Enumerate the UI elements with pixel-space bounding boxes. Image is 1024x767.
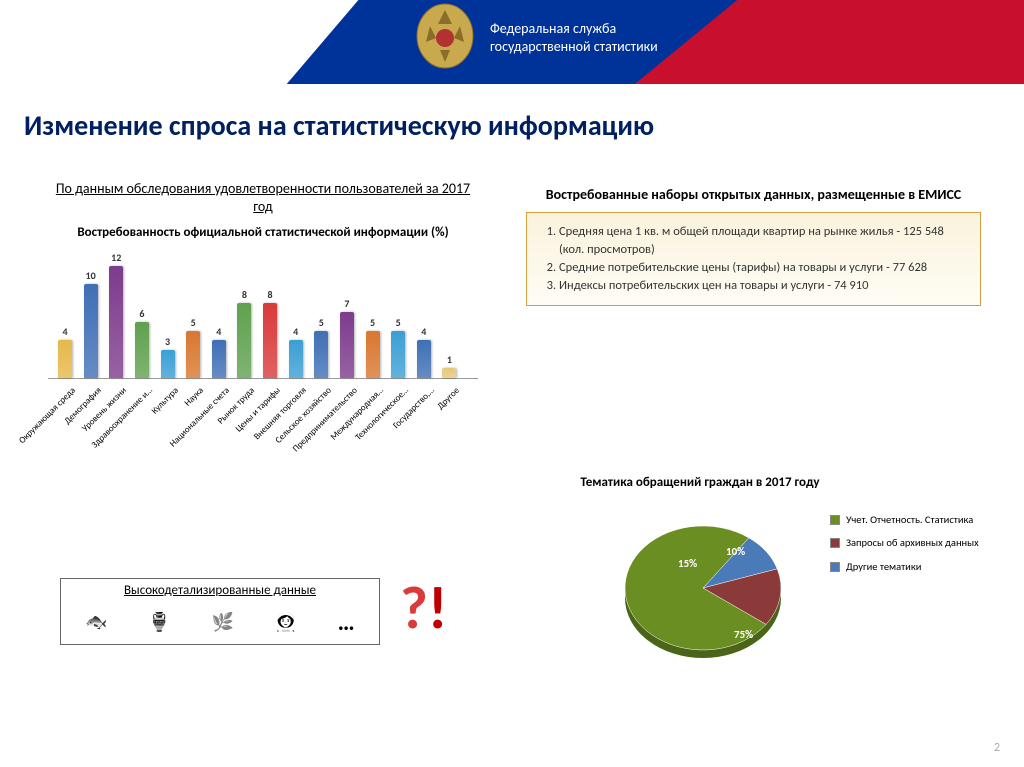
bar	[442, 368, 456, 377]
legend-item: Учет. Отчетность. Статистика	[830, 513, 980, 526]
bar	[135, 322, 149, 378]
header: Федеральная служба государственной стати…	[0, 0, 1024, 84]
header-org-name: Федеральная служба государственной стати…	[490, 20, 658, 56]
bar	[366, 331, 380, 378]
bar-value-label: 8	[232, 288, 256, 301]
bar-value-label: 4	[207, 325, 231, 338]
bar-value-label: 3	[156, 335, 180, 348]
legend-item: Запросы об архивных данных	[830, 536, 980, 549]
bar-chart-title: Востребованность официальной статистичес…	[48, 225, 478, 241]
pie-slice-label: 10%	[726, 545, 745, 558]
pie-chart-wrap: Учет. Отчетность. Статистика Запросы об а…	[540, 503, 1000, 683]
bar-value-label: 5	[181, 316, 205, 329]
bar-value-label: 4	[412, 325, 436, 338]
page-number: 2	[994, 741, 1000, 755]
bar-chart-area: 4Окружающая среда10Демография12Уровень ж…	[48, 249, 478, 379]
bar	[314, 331, 328, 378]
legend-label: Запросы об архивных данных	[846, 536, 979, 549]
bar-value-label: 10	[79, 269, 103, 282]
legend-label: Другие тематики	[846, 560, 921, 573]
info-box-item: Средняя цена 1 кв. м общей площади кварт…	[559, 223, 966, 259]
bar-value-label: 6	[130, 307, 154, 320]
detail-icon: 🌿	[211, 611, 233, 633]
bar	[289, 340, 303, 377]
detail-box-title: Высокодетализированные данные	[65, 583, 375, 598]
bar-value-label: 5	[309, 316, 333, 329]
emblem-icon	[410, 0, 480, 78]
bar	[84, 284, 98, 377]
pie-chart-title: Тематика обращений граждан в 2017 году	[540, 475, 860, 491]
bar-value-label: 5	[361, 316, 385, 329]
header-line2: государственной статистики	[490, 38, 658, 56]
detail-box: Высокодетализированные данные 🐟 🏺 🌿 👩‍🚀 …	[60, 578, 380, 645]
exclaim-mark-icon: !	[428, 572, 448, 645]
pie-section: Тематика обращений граждан в 2017 году У…	[540, 475, 1000, 683]
bar-value-label: 7	[335, 297, 359, 310]
legend-swatch	[830, 538, 840, 548]
page-title: Изменение спроса на статистическую инфор…	[24, 108, 1000, 143]
pie-slice-label: 75%	[734, 628, 753, 641]
bar	[161, 350, 175, 378]
bar-value-label: 5	[386, 316, 410, 329]
bar	[263, 303, 277, 378]
bar-value-label: 8	[258, 288, 282, 301]
question-mark-icon: ?	[400, 572, 428, 645]
detail-icon: 🏺	[148, 611, 170, 633]
pie-chart	[618, 503, 788, 673]
info-box-list: Средняя цена 1 кв. м общей площади кварт…	[559, 223, 966, 296]
header-line1: Федеральная служба	[490, 20, 658, 38]
bar	[391, 331, 405, 378]
detail-icon: …	[338, 608, 355, 637]
detail-icon: 🐟	[85, 611, 107, 633]
bar	[212, 340, 226, 377]
info-box-item: Индексы потребительских цен на товары и …	[559, 277, 966, 295]
pie-slice-label: 15%	[678, 557, 697, 570]
bar	[417, 340, 431, 377]
legend-swatch	[830, 562, 840, 572]
bar	[58, 340, 72, 377]
bar	[186, 331, 200, 378]
bar-value-label: 1	[437, 353, 461, 366]
legend-label: Учет. Отчетность. Статистика	[846, 513, 973, 526]
bar-value-label: 12	[104, 251, 128, 264]
legend-item: Другие тематики	[830, 560, 980, 573]
info-box-item: Средние потребительские цены (тарифы) на…	[559, 259, 966, 277]
bar	[109, 266, 123, 378]
left-subtitle: По данным обследования удовлетворенности…	[48, 180, 478, 215]
detail-box-icons: 🐟 🏺 🌿 👩‍🚀 …	[65, 604, 375, 640]
bar-value-label: 4	[53, 325, 77, 338]
bar-value-label: 4	[284, 325, 308, 338]
left-column: По данным обследования удовлетворенности…	[48, 180, 478, 489]
question-exclaim-icon: ?!	[400, 572, 447, 645]
info-box: Средняя цена 1 кв. м общей площади кварт…	[526, 212, 981, 307]
bar	[237, 303, 251, 378]
legend-swatch	[830, 515, 840, 525]
detail-icon: 👩‍🚀	[275, 611, 297, 633]
right-column: Востребованные наборы открытых данных, р…	[526, 186, 981, 306]
pie-legend: Учет. Отчетность. Статистика Запросы об а…	[830, 513, 980, 582]
bar-chart: 4Окружающая среда10Демография12Уровень ж…	[48, 249, 478, 489]
right-subtitle: Востребованные наборы открытых данных, р…	[526, 186, 981, 204]
bar	[340, 312, 354, 377]
